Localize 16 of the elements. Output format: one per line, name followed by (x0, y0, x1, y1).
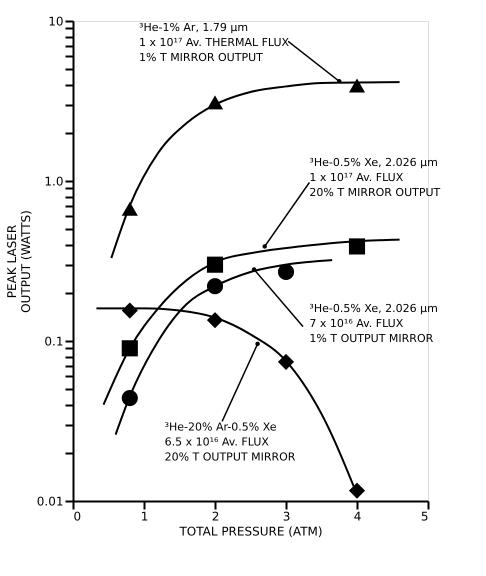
annotation: ³He-0.5% Xe, 2.026 µm 7 x 10¹⁶ Av. FLUX 1% T OUTPUT MIRROR (309, 302, 438, 346)
x-tick-label: 1 (140, 510, 148, 524)
y-tick-label: 0.1 (44, 334, 64, 348)
y-axis-title: PEAK LASER OUTPUT (WATTS) (4, 210, 33, 313)
x-tick-label: 3 (282, 510, 290, 524)
y-tick-label: 10 (48, 14, 64, 28)
x-tick-label: 0 (74, 510, 82, 524)
annotation: ³He-1% Ar, 1.79 µm 1 x 10¹⁷ Av. THERMAL FLUX 1% T MIRROR OUTPUT (139, 21, 290, 64)
annotation: ³He-0.5% Xe, 2.026 µm 1 x 10¹⁷ Av. FLUX 20% T MIRROR OUTPUT (309, 156, 441, 199)
x-tick-label: 4 (354, 510, 362, 524)
x-tick-label: 2 (212, 510, 220, 524)
y-tick-label: 0.01 (36, 494, 64, 508)
x-tick-label: 5 (420, 510, 428, 524)
x-axis-title: TOTAL PRESSURE (ATM) (178, 524, 323, 538)
annotation: ³He-20% Ar-0.5% Xe 6.5 x 10¹⁶ Av. FLUX 20% T OUTPUT MIRROR (164, 420, 296, 464)
y-tick-label: 1.0 (44, 174, 64, 188)
